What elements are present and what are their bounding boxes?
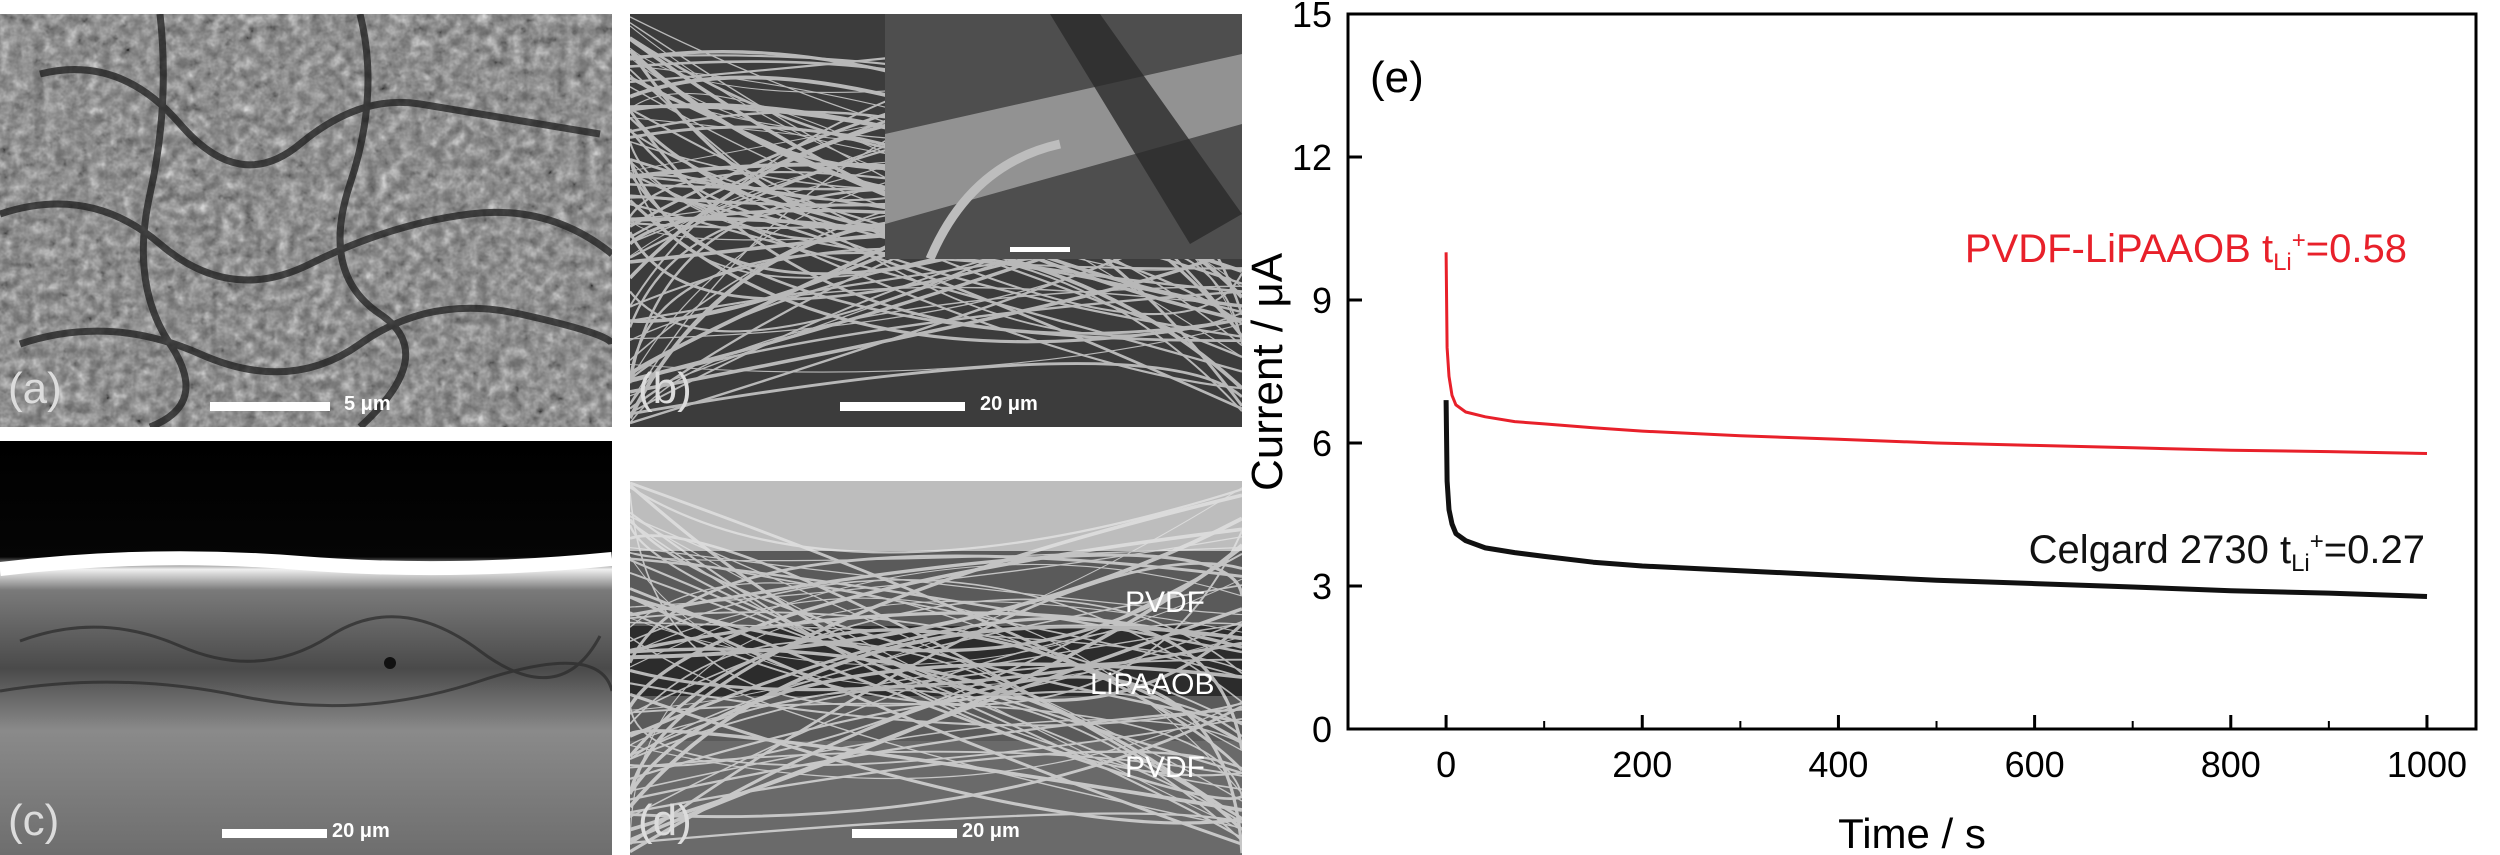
x-tick-label: 400 [1808,744,1868,785]
panel-label-a: (a) [8,364,62,413]
scale-bar-a [210,402,330,411]
panel-label-b: (b) [638,364,692,413]
y-tick-label: 9 [1312,280,1332,321]
scale-bar-text-c: 20 μm [332,820,390,842]
series-line-pvdf-lipaaob [1444,252,2428,455]
y-tick-label: 0 [1312,709,1332,750]
panel-label-c: (c) [8,796,60,845]
y-tick-label: 15 [1292,0,1332,35]
panel-label-e: (e) [1370,53,1424,102]
x-tick-label: 800 [2201,744,2261,785]
current-time-chart: 0 3 6 9 12 15 0 200 400 600 800 1000 (e) Current /… [1243,0,2478,855]
scale-bar-c [222,829,327,838]
panel-label-d: (d) [638,796,692,845]
layer-label-bottom-pvdf: PVDF [1125,751,1206,784]
scale-bar-text-a: 5 μm [344,393,391,415]
series-annotation-pvdf-lipaaob: PVDF-LiPAAOB tLi+=0.58 [1965,227,2407,276]
layer-label-lipaaob: LiPAAOB [1090,668,1215,701]
sem-texture-a [0,14,612,427]
plot-frame [1346,12,2478,731]
sem-image-a: (a) 5 μm [0,14,612,427]
y-axis-label: Current / μA [1243,252,1292,491]
x-axis: 0 200 400 600 800 1000 [1347,715,2467,785]
y-axis: 0 3 6 9 12 15 [1292,0,1362,750]
layer-label-top-pvdf: PVDF [1125,586,1206,619]
x-tick-label: 200 [1612,744,1672,785]
sem-fibers-b [630,14,1242,427]
x-tick-label: 1000 [2387,744,2467,785]
series-group [1443,252,2428,599]
sem-cross-section-c [0,441,612,855]
series-line-celgard-2730 [1443,400,2428,599]
x-axis-label: Time / s [1838,810,1986,855]
scale-bar-b [840,402,965,411]
x-tick-label: 600 [2005,744,2065,785]
y-tick-label: 12 [1292,137,1332,178]
sem-image-d: PVDF LiPAAOB PVDF (d) 20 μm [630,441,1242,855]
scale-bar-text-d: 20 μm [962,820,1020,842]
series-annotation-celgard: Celgard 2730 tLi+=0.27 [2029,528,2425,577]
scale-bar-text-b: 20 μm [980,393,1038,415]
sem-image-c: (c) 20 μm [0,441,612,855]
y-tick-label: 3 [1312,566,1332,607]
y-tick-label: 6 [1312,423,1332,464]
sem-image-b: (b) 20 μm [630,14,1242,427]
sem-trilayer-d [630,441,1242,855]
x-tick-label: 0 [1436,744,1456,785]
scale-bar-d [852,829,957,838]
